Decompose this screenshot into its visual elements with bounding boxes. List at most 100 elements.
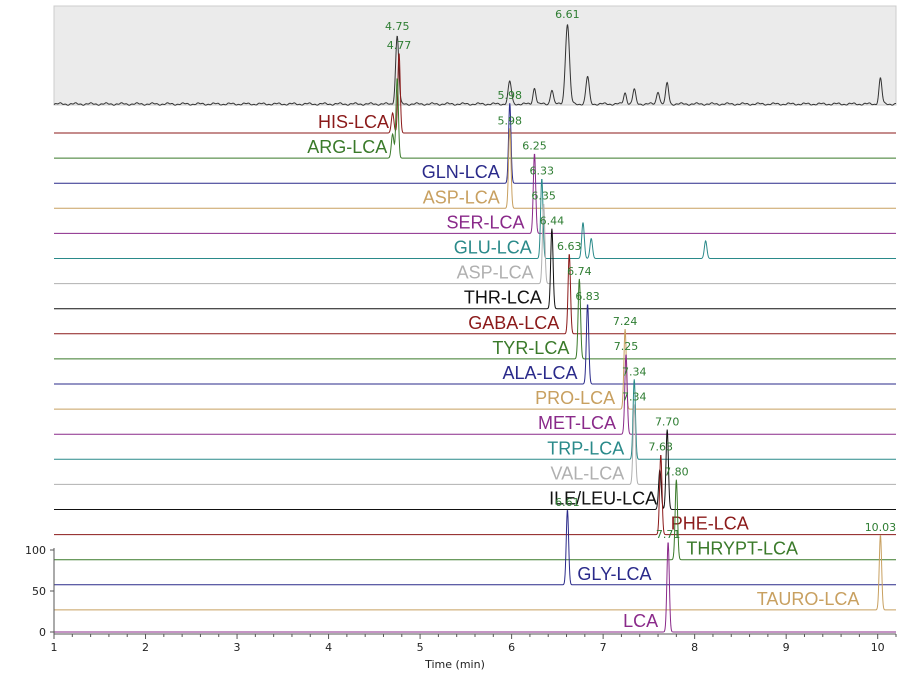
peak-rt-label: 5.98 (498, 89, 523, 102)
peak-rt-label: 6.61 (555, 496, 580, 509)
trace-asp-lca: 5.98 ASP-LCA (54, 114, 896, 209)
y-tick-label: 100 (25, 544, 46, 557)
trace-ala-lca: 6.83 ALA-LCA (54, 290, 896, 385)
x-tick-label: 5 (417, 641, 424, 654)
trace-tyr-lca: 6.74 TYR-LCA (54, 265, 896, 360)
trace-name-label: SER-LCA (446, 212, 524, 232)
trace-line (54, 535, 896, 611)
x-tick-label: 6 (508, 641, 515, 654)
trace-gly-lca: 6.61 GLY-LCA (54, 496, 896, 586)
y-tick-label: 0 (39, 626, 46, 639)
trace-name-label: ASP-LCA (423, 187, 500, 207)
trace-val-lca: 7.34 VAL-LCA (54, 390, 896, 485)
trace-line (54, 455, 896, 536)
trace-line (54, 53, 896, 134)
trace-tauro-lca: 10.03 TAURO-LCA (54, 521, 897, 611)
tic-panel: 4.75 6.61 (53, 5, 897, 106)
peak-rt-label: 4.77 (387, 39, 412, 52)
trace-name-label: TRP-LCA (547, 438, 624, 458)
trace-name-label: GABA-LCA (468, 313, 559, 333)
peak-rt-label: 10.03 (865, 521, 897, 534)
peak-rt-label: 7.34 (622, 365, 647, 378)
tic-peak-label: 4.75 (385, 20, 410, 33)
peak-rt-label: 6.83 (575, 290, 600, 303)
trace-line (54, 429, 896, 510)
trace-line (54, 329, 896, 410)
trace-line (54, 178, 896, 259)
trace-name-label: VAL-LCA (551, 463, 625, 483)
x-tick-label: 2 (142, 641, 149, 654)
trace-thrypt-lca: 7.80 THRYPT-LCA (54, 466, 896, 561)
trace-name-label: ARG-LCA (307, 137, 387, 157)
trace-line (54, 304, 896, 385)
trace-name-label: MET-LCA (538, 413, 616, 433)
trace-phe-lca: 7.63 PHE-LCA (54, 441, 896, 536)
tic-peak-label: 6.61 (555, 8, 580, 21)
trace-name-label: PHE-LCA (671, 514, 749, 534)
trace-name-label: PRO-LCA (535, 388, 615, 408)
overlay-traces: 4.77 HIS-LCA ARG-LCA 5.98 GLN-LCA 5.98 ASP-LCA… (54, 39, 897, 633)
peak-rt-label: 7.80 (664, 466, 689, 479)
trace-line (54, 479, 896, 561)
x-tick-label: 1 (51, 641, 58, 654)
trace-pro-lca: 7.24 PRO-LCA (54, 315, 896, 410)
peak-rt-label: 6.44 (540, 215, 565, 228)
trace-name-label: ALA-LCA (503, 363, 578, 383)
tic-trace (53, 24, 897, 106)
peak-rt-label: 6.25 (522, 139, 547, 152)
trace-line (54, 542, 896, 633)
trace-gaba-lca: 6.63 GABA-LCA (54, 240, 896, 335)
trace-name-label: GLY-LCA (577, 564, 651, 584)
trace-glu-lca: 6.33 GLU-LCA (54, 165, 896, 259)
peak-rt-label: 6.74 (567, 265, 592, 278)
trace-name-label: HIS-LCA (318, 112, 389, 132)
trace-name-label: GLN-LCA (422, 162, 500, 182)
trace-name-label: ASP-LCA (457, 263, 534, 283)
trace-thr-lca: 6.44 THR-LCA (54, 215, 896, 310)
trace-met-lca: 7.25 MET-LCA (54, 340, 896, 435)
peak-rt-label: 7.34 (622, 390, 647, 403)
trace-his-lca: 4.77 HIS-LCA (54, 39, 896, 134)
trace-line (54, 510, 896, 586)
trace-line (54, 379, 896, 460)
peak-rt-label: 7.70 (655, 416, 680, 429)
peak-rt-label: 7.63 (649, 441, 674, 454)
trace-name-label: LCA (623, 611, 658, 631)
trace-name-label: GLU-LCA (454, 238, 532, 258)
trace-line (54, 103, 896, 184)
tic-background (53, 5, 897, 106)
trace-line (54, 78, 896, 159)
trace-ile-leu-lca: 7.70 ILE/LEU-LCA (54, 416, 896, 510)
trace-name-label: TAURO-LCA (757, 589, 860, 609)
peak-rt-label: 7.25 (614, 340, 639, 353)
trace-arg-lca: ARG-LCA (54, 78, 896, 159)
x-tick-label: 10 (871, 641, 885, 654)
peak-rt-label: 6.35 (531, 190, 556, 203)
peak-rt-label: 6.63 (557, 240, 582, 253)
trace-line (54, 404, 896, 485)
y-tick-label: 50 (32, 585, 46, 598)
trace-line (54, 228, 896, 310)
trace-name-label: THRYPT-LCA (686, 539, 798, 559)
trace-asp-lca: 6.35 ASP-LCA (54, 190, 896, 285)
trace-line (54, 153, 896, 234)
trace-line (54, 128, 896, 209)
trace-name-label: ILE/LEU-LCA (549, 489, 657, 509)
trace-gln-lca: 5.98 GLN-LCA (54, 89, 896, 184)
x-tick-label: 9 (783, 641, 790, 654)
x-tick-label: 4 (325, 641, 332, 654)
x-tick-label: 8 (691, 641, 698, 654)
peak-rt-label: 7.24 (613, 315, 638, 328)
peak-rt-label: 6.33 (530, 165, 555, 178)
trace-line (54, 254, 896, 335)
trace-name-label: THR-LCA (464, 288, 542, 308)
trace-line (54, 204, 896, 285)
trace-line (54, 278, 896, 360)
trace-lca: 7.71 LCA (54, 528, 896, 633)
peak-rt-label: 5.98 (498, 114, 523, 127)
trace-name-label: TYR-LCA (492, 338, 569, 358)
x-tick-label: 3 (234, 641, 241, 654)
trace-ser-lca: 6.25 SER-LCA (54, 139, 896, 234)
